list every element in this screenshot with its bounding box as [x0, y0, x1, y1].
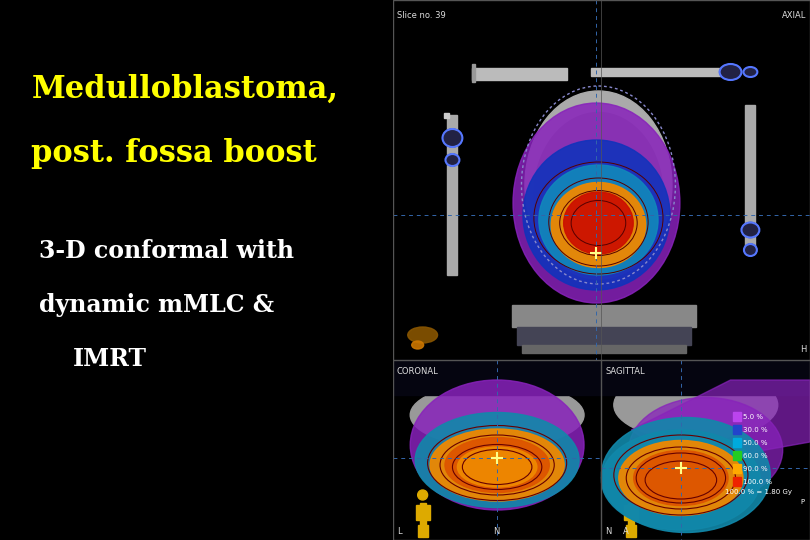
Ellipse shape — [744, 244, 757, 256]
Ellipse shape — [552, 183, 646, 267]
Ellipse shape — [601, 430, 761, 530]
Ellipse shape — [446, 154, 459, 166]
Text: Medulloblastoma,: Medulloblastoma, — [32, 73, 339, 105]
Bar — [445, 113, 450, 118]
Ellipse shape — [416, 413, 579, 508]
Ellipse shape — [513, 103, 680, 303]
Text: A: A — [623, 527, 629, 536]
Bar — [732, 425, 741, 434]
Ellipse shape — [523, 140, 670, 290]
Bar — [732, 451, 741, 460]
Ellipse shape — [564, 192, 633, 254]
Text: 50.0 %: 50.0 % — [744, 440, 768, 446]
Text: 100.0 % = 1.80 Gy: 100.0 % = 1.80 Gy — [725, 489, 791, 495]
Ellipse shape — [407, 327, 437, 343]
Bar — [420, 503, 425, 525]
Ellipse shape — [411, 341, 424, 349]
Text: dynamic mMLC &: dynamic mMLC & — [39, 293, 275, 317]
Ellipse shape — [539, 165, 658, 275]
Bar — [517, 327, 691, 345]
Bar — [416, 505, 420, 520]
Bar — [601, 360, 810, 395]
Text: L: L — [397, 527, 402, 536]
Bar — [732, 438, 741, 447]
Text: post. fossa boost: post. fossa boost — [32, 138, 318, 170]
Ellipse shape — [534, 112, 663, 278]
Text: AXIAL: AXIAL — [782, 11, 806, 20]
Ellipse shape — [633, 450, 728, 505]
Bar — [447, 115, 458, 275]
Ellipse shape — [410, 380, 584, 510]
Ellipse shape — [410, 382, 584, 448]
Bar — [745, 105, 756, 250]
Text: N: N — [493, 527, 500, 536]
Bar — [625, 505, 629, 520]
Ellipse shape — [442, 129, 463, 147]
Text: 100.0 %: 100.0 % — [744, 479, 773, 485]
Bar — [732, 477, 741, 486]
Bar — [522, 345, 686, 353]
Ellipse shape — [601, 417, 770, 532]
Ellipse shape — [629, 397, 782, 503]
Ellipse shape — [418, 490, 428, 500]
Bar — [472, 68, 567, 80]
Bar — [472, 64, 475, 82]
Ellipse shape — [525, 91, 672, 279]
Ellipse shape — [719, 64, 741, 80]
Bar — [633, 505, 638, 520]
Bar — [626, 525, 631, 537]
Ellipse shape — [744, 67, 757, 77]
Ellipse shape — [626, 490, 636, 500]
Text: 30.0 %: 30.0 % — [744, 427, 768, 433]
Bar — [732, 464, 741, 473]
Bar — [393, 360, 601, 395]
Text: 90.0 %: 90.0 % — [744, 466, 768, 472]
Text: H: H — [799, 345, 806, 354]
Bar — [629, 503, 634, 525]
Text: 60.0 %: 60.0 % — [744, 453, 768, 459]
Text: 5.0 %: 5.0 % — [744, 414, 764, 420]
Bar — [423, 525, 428, 537]
Text: CORONAL: CORONAL — [397, 367, 438, 376]
Text: 3-D conformal with: 3-D conformal with — [39, 239, 294, 263]
Text: P: P — [800, 499, 804, 505]
Text: Slice no. 39: Slice no. 39 — [397, 11, 446, 20]
Text: SAGITTAL: SAGITTAL — [605, 367, 645, 376]
Ellipse shape — [741, 222, 759, 238]
Ellipse shape — [445, 437, 549, 492]
Bar — [418, 525, 423, 537]
Text: N: N — [605, 527, 612, 536]
Ellipse shape — [458, 447, 537, 487]
Ellipse shape — [430, 429, 565, 501]
Polygon shape — [631, 380, 810, 465]
Bar — [424, 505, 429, 520]
Ellipse shape — [619, 441, 743, 516]
Text: IMRT: IMRT — [73, 347, 147, 371]
Ellipse shape — [614, 370, 778, 440]
Bar — [732, 412, 741, 421]
Bar — [512, 305, 696, 327]
Bar — [631, 525, 636, 537]
Bar — [591, 68, 721, 76]
